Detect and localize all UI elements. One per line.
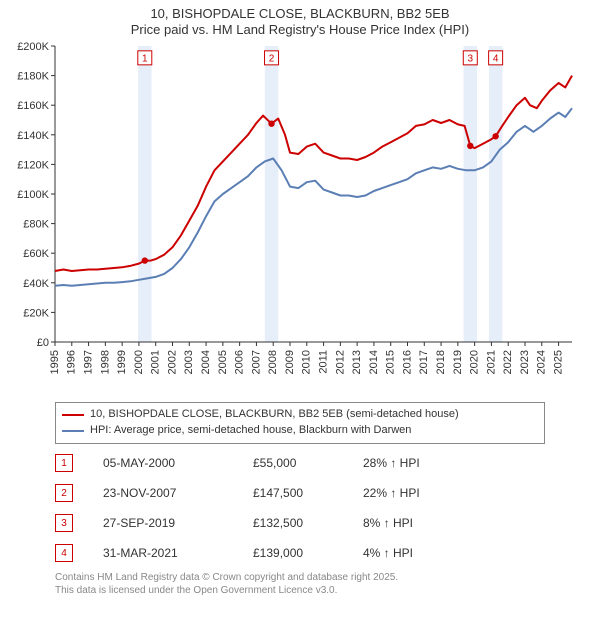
title-line1: 10, BISHOPDALE CLOSE, BLACKBURN, BB2 5EB bbox=[0, 6, 600, 22]
tx-date: 31-MAR-2021 bbox=[103, 546, 253, 560]
svg-text:2008: 2008 bbox=[267, 350, 279, 374]
svg-text:2004: 2004 bbox=[200, 350, 212, 374]
legend-label-hpi: HPI: Average price, semi-detached house,… bbox=[90, 423, 411, 439]
svg-text:2024: 2024 bbox=[536, 350, 548, 374]
title-line2: Price paid vs. HM Land Registry's House … bbox=[0, 22, 600, 38]
chart-title-block: 10, BISHOPDALE CLOSE, BLACKBURN, BB2 5EB… bbox=[0, 0, 600, 39]
svg-text:£140K: £140K bbox=[17, 130, 49, 142]
table-row: 4 31-MAR-2021 £139,000 4% ↑ HPI bbox=[55, 538, 545, 568]
svg-text:2003: 2003 bbox=[183, 350, 195, 374]
tx-price: £139,000 bbox=[253, 546, 363, 560]
svg-text:1: 1 bbox=[142, 53, 148, 64]
svg-text:2011: 2011 bbox=[317, 350, 329, 374]
svg-text:2025: 2025 bbox=[552, 350, 564, 374]
svg-text:2019: 2019 bbox=[452, 350, 464, 374]
tx-marker-3: 3 bbox=[55, 514, 73, 532]
table-row: 1 05-MAY-2000 £55,000 28% ↑ HPI bbox=[55, 448, 545, 478]
svg-text:2013: 2013 bbox=[351, 350, 363, 374]
svg-text:4: 4 bbox=[493, 53, 499, 64]
svg-text:1996: 1996 bbox=[66, 350, 78, 374]
svg-text:£80K: £80K bbox=[23, 219, 49, 231]
tx-pct: 22% ↑ HPI bbox=[363, 486, 545, 500]
legend: 10, BISHOPDALE CLOSE, BLACKBURN, BB2 5EB… bbox=[55, 402, 545, 444]
svg-text:£100K: £100K bbox=[17, 189, 49, 201]
svg-text:£180K: £180K bbox=[17, 71, 49, 83]
attribution-line2: This data is licensed under the Open Gov… bbox=[55, 585, 555, 598]
svg-text:3: 3 bbox=[467, 53, 473, 64]
legend-item-hpi: HPI: Average price, semi-detached house,… bbox=[62, 423, 538, 439]
tx-date: 27-SEP-2019 bbox=[103, 516, 253, 530]
svg-text:2001: 2001 bbox=[150, 350, 162, 374]
tx-pct: 28% ↑ HPI bbox=[363, 456, 545, 470]
svg-text:2015: 2015 bbox=[385, 350, 397, 374]
svg-text:2: 2 bbox=[269, 53, 275, 64]
tx-price: £147,500 bbox=[253, 486, 363, 500]
legend-swatch-hpi bbox=[62, 430, 84, 432]
transactions-table: 1 05-MAY-2000 £55,000 28% ↑ HPI 2 23-NOV… bbox=[55, 448, 545, 568]
svg-text:£200K: £200K bbox=[17, 42, 49, 53]
attribution-line1: Contains HM Land Registry data © Crown c… bbox=[55, 572, 555, 585]
chart-area: £0 £20K £40K £60K £80K £100K £120K £140K £160K £1… bbox=[0, 42, 600, 402]
tx-pct: 8% ↑ HPI bbox=[363, 516, 545, 530]
legend-label-property: 10, BISHOPDALE CLOSE, BLACKBURN, BB2 5EB… bbox=[90, 407, 459, 423]
legend-item-property: 10, BISHOPDALE CLOSE, BLACKBURN, BB2 5EB… bbox=[62, 407, 538, 423]
tx-marker-2: 2 bbox=[55, 484, 73, 502]
svg-text:1995: 1995 bbox=[49, 350, 61, 374]
svg-text:£160K: £160K bbox=[17, 100, 49, 112]
tx-marker-1: 1 bbox=[55, 454, 73, 472]
svg-text:2012: 2012 bbox=[334, 350, 346, 374]
svg-text:2009: 2009 bbox=[284, 350, 296, 374]
svg-text:£60K: £60K bbox=[23, 248, 49, 260]
svg-text:£120K: £120K bbox=[17, 159, 49, 171]
svg-text:2021: 2021 bbox=[485, 350, 497, 374]
tx-pct: 4% ↑ HPI bbox=[363, 546, 545, 560]
svg-text:2005: 2005 bbox=[217, 350, 229, 374]
svg-text:£0: £0 bbox=[37, 337, 49, 349]
price-chart: £0 £20K £40K £60K £80K £100K £120K £140K £160K £1… bbox=[0, 42, 600, 402]
svg-text:1999: 1999 bbox=[116, 350, 128, 374]
svg-text:2000: 2000 bbox=[133, 350, 145, 374]
tx-marker-4: 4 bbox=[55, 544, 73, 562]
svg-text:2017: 2017 bbox=[418, 350, 430, 374]
svg-text:2006: 2006 bbox=[234, 350, 246, 374]
table-row: 2 23-NOV-2007 £147,500 22% ↑ HPI bbox=[55, 478, 545, 508]
svg-text:£40K: £40K bbox=[23, 278, 49, 290]
svg-text:2020: 2020 bbox=[469, 350, 481, 374]
svg-text:2014: 2014 bbox=[368, 350, 380, 374]
tx-date: 23-NOV-2007 bbox=[103, 486, 253, 500]
tx-price: £132,500 bbox=[253, 516, 363, 530]
tx-price: £55,000 bbox=[253, 456, 363, 470]
svg-text:2010: 2010 bbox=[301, 350, 313, 374]
svg-text:2007: 2007 bbox=[250, 350, 262, 374]
svg-text:2018: 2018 bbox=[435, 350, 447, 374]
svg-text:£20K: £20K bbox=[23, 307, 49, 319]
svg-text:1997: 1997 bbox=[82, 350, 94, 374]
svg-text:2016: 2016 bbox=[401, 350, 413, 374]
legend-swatch-property bbox=[62, 414, 84, 416]
svg-text:2023: 2023 bbox=[519, 350, 531, 374]
tx-date: 05-MAY-2000 bbox=[103, 456, 253, 470]
svg-text:2002: 2002 bbox=[166, 350, 178, 374]
svg-text:2022: 2022 bbox=[502, 350, 514, 374]
svg-text:1998: 1998 bbox=[99, 350, 111, 374]
table-row: 3 27-SEP-2019 £132,500 8% ↑ HPI bbox=[55, 508, 545, 538]
attribution: Contains HM Land Registry data © Crown c… bbox=[55, 572, 555, 597]
